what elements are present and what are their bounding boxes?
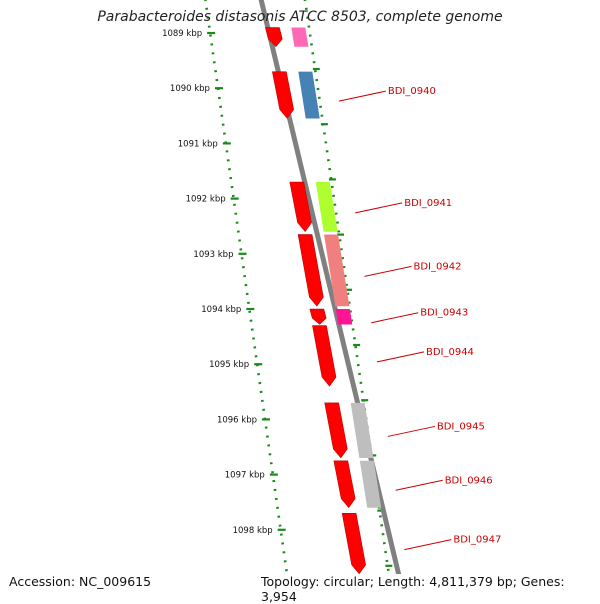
gene-label: BDI_0945 bbox=[437, 421, 485, 432]
label-leader-line bbox=[376, 351, 425, 363]
map-title: Parabacteroides distasonis ATCC 8503, co… bbox=[97, 9, 503, 25]
ruler-label: 1092 kbp bbox=[186, 195, 226, 205]
gene-BDI_0943 bbox=[309, 308, 353, 325]
gene-label: BDI_0946 bbox=[445, 475, 493, 486]
accession-text: Accession: NC_009615 bbox=[9, 574, 152, 589]
gene-label: BDI_0944 bbox=[426, 347, 474, 358]
cog-feature bbox=[291, 27, 309, 47]
ruler-label: 1091 kbp bbox=[178, 139, 218, 149]
cog-feature bbox=[335, 309, 353, 325]
cds-arrow bbox=[272, 71, 294, 119]
label-leader-line bbox=[338, 90, 386, 102]
gene-label: BDI_0943 bbox=[420, 308, 468, 319]
cds-arrow bbox=[289, 181, 312, 233]
ruler-label: 1098 kbp bbox=[233, 526, 273, 536]
gene-BDI_0940 bbox=[272, 71, 320, 119]
label-leader-line bbox=[395, 479, 443, 491]
genome-summary: Topology: circular; Length: 4,811,379 bp… bbox=[259, 574, 600, 604]
ruler-label: 1089 kbp bbox=[162, 29, 202, 39]
cds-arrow bbox=[341, 512, 366, 575]
label-leader-line bbox=[371, 312, 419, 324]
label-leader-line bbox=[404, 539, 452, 551]
cds-arrow bbox=[265, 27, 283, 48]
cds-arrow bbox=[324, 402, 348, 459]
gene-label: BDI_0941 bbox=[404, 198, 452, 209]
gene-label: BDI_0942 bbox=[413, 261, 461, 272]
ruler-label: 1093 kbp bbox=[193, 250, 233, 260]
cog-feature bbox=[324, 234, 350, 307]
cog-feature bbox=[350, 402, 374, 459]
gene-label: BDI_0940 bbox=[388, 86, 436, 97]
label-leader-line bbox=[387, 425, 435, 437]
ruler-label: 1095 kbp bbox=[209, 360, 249, 370]
cog-feature bbox=[298, 71, 320, 119]
ruler-label: 1090 kbp bbox=[170, 84, 210, 94]
gene-unlabeled bbox=[265, 27, 309, 48]
ruler-label: 1094 kbp bbox=[201, 305, 241, 315]
cds-arrow bbox=[333, 460, 356, 509]
gene-BDI_0942 bbox=[297, 234, 350, 307]
gene-track bbox=[265, 27, 396, 600]
gene-BDI_0945 bbox=[324, 402, 374, 459]
gene-BDI_0941 bbox=[289, 181, 338, 233]
cog-feature bbox=[315, 182, 338, 232]
gene-BDI_0946 bbox=[333, 460, 382, 509]
label-leader-line bbox=[355, 202, 403, 214]
label-leader-line bbox=[364, 265, 412, 277]
cds-arrow bbox=[309, 308, 327, 325]
cog-feature bbox=[359, 460, 382, 508]
gene-labels: BDI_0940 BDI_0941 BDI_0942 BDI_0943 BDI_0944… bbox=[338, 86, 501, 551]
cds-arrow bbox=[297, 234, 324, 307]
ruler-label: 1097 kbp bbox=[225, 471, 265, 481]
gene-BDI_0944 bbox=[312, 325, 337, 387]
gene-BDI_0947 bbox=[341, 512, 366, 575]
gene-label: BDI_0947 bbox=[453, 535, 501, 546]
cds-arrow bbox=[312, 325, 337, 387]
ruler-label: 1096 kbp bbox=[217, 415, 257, 425]
